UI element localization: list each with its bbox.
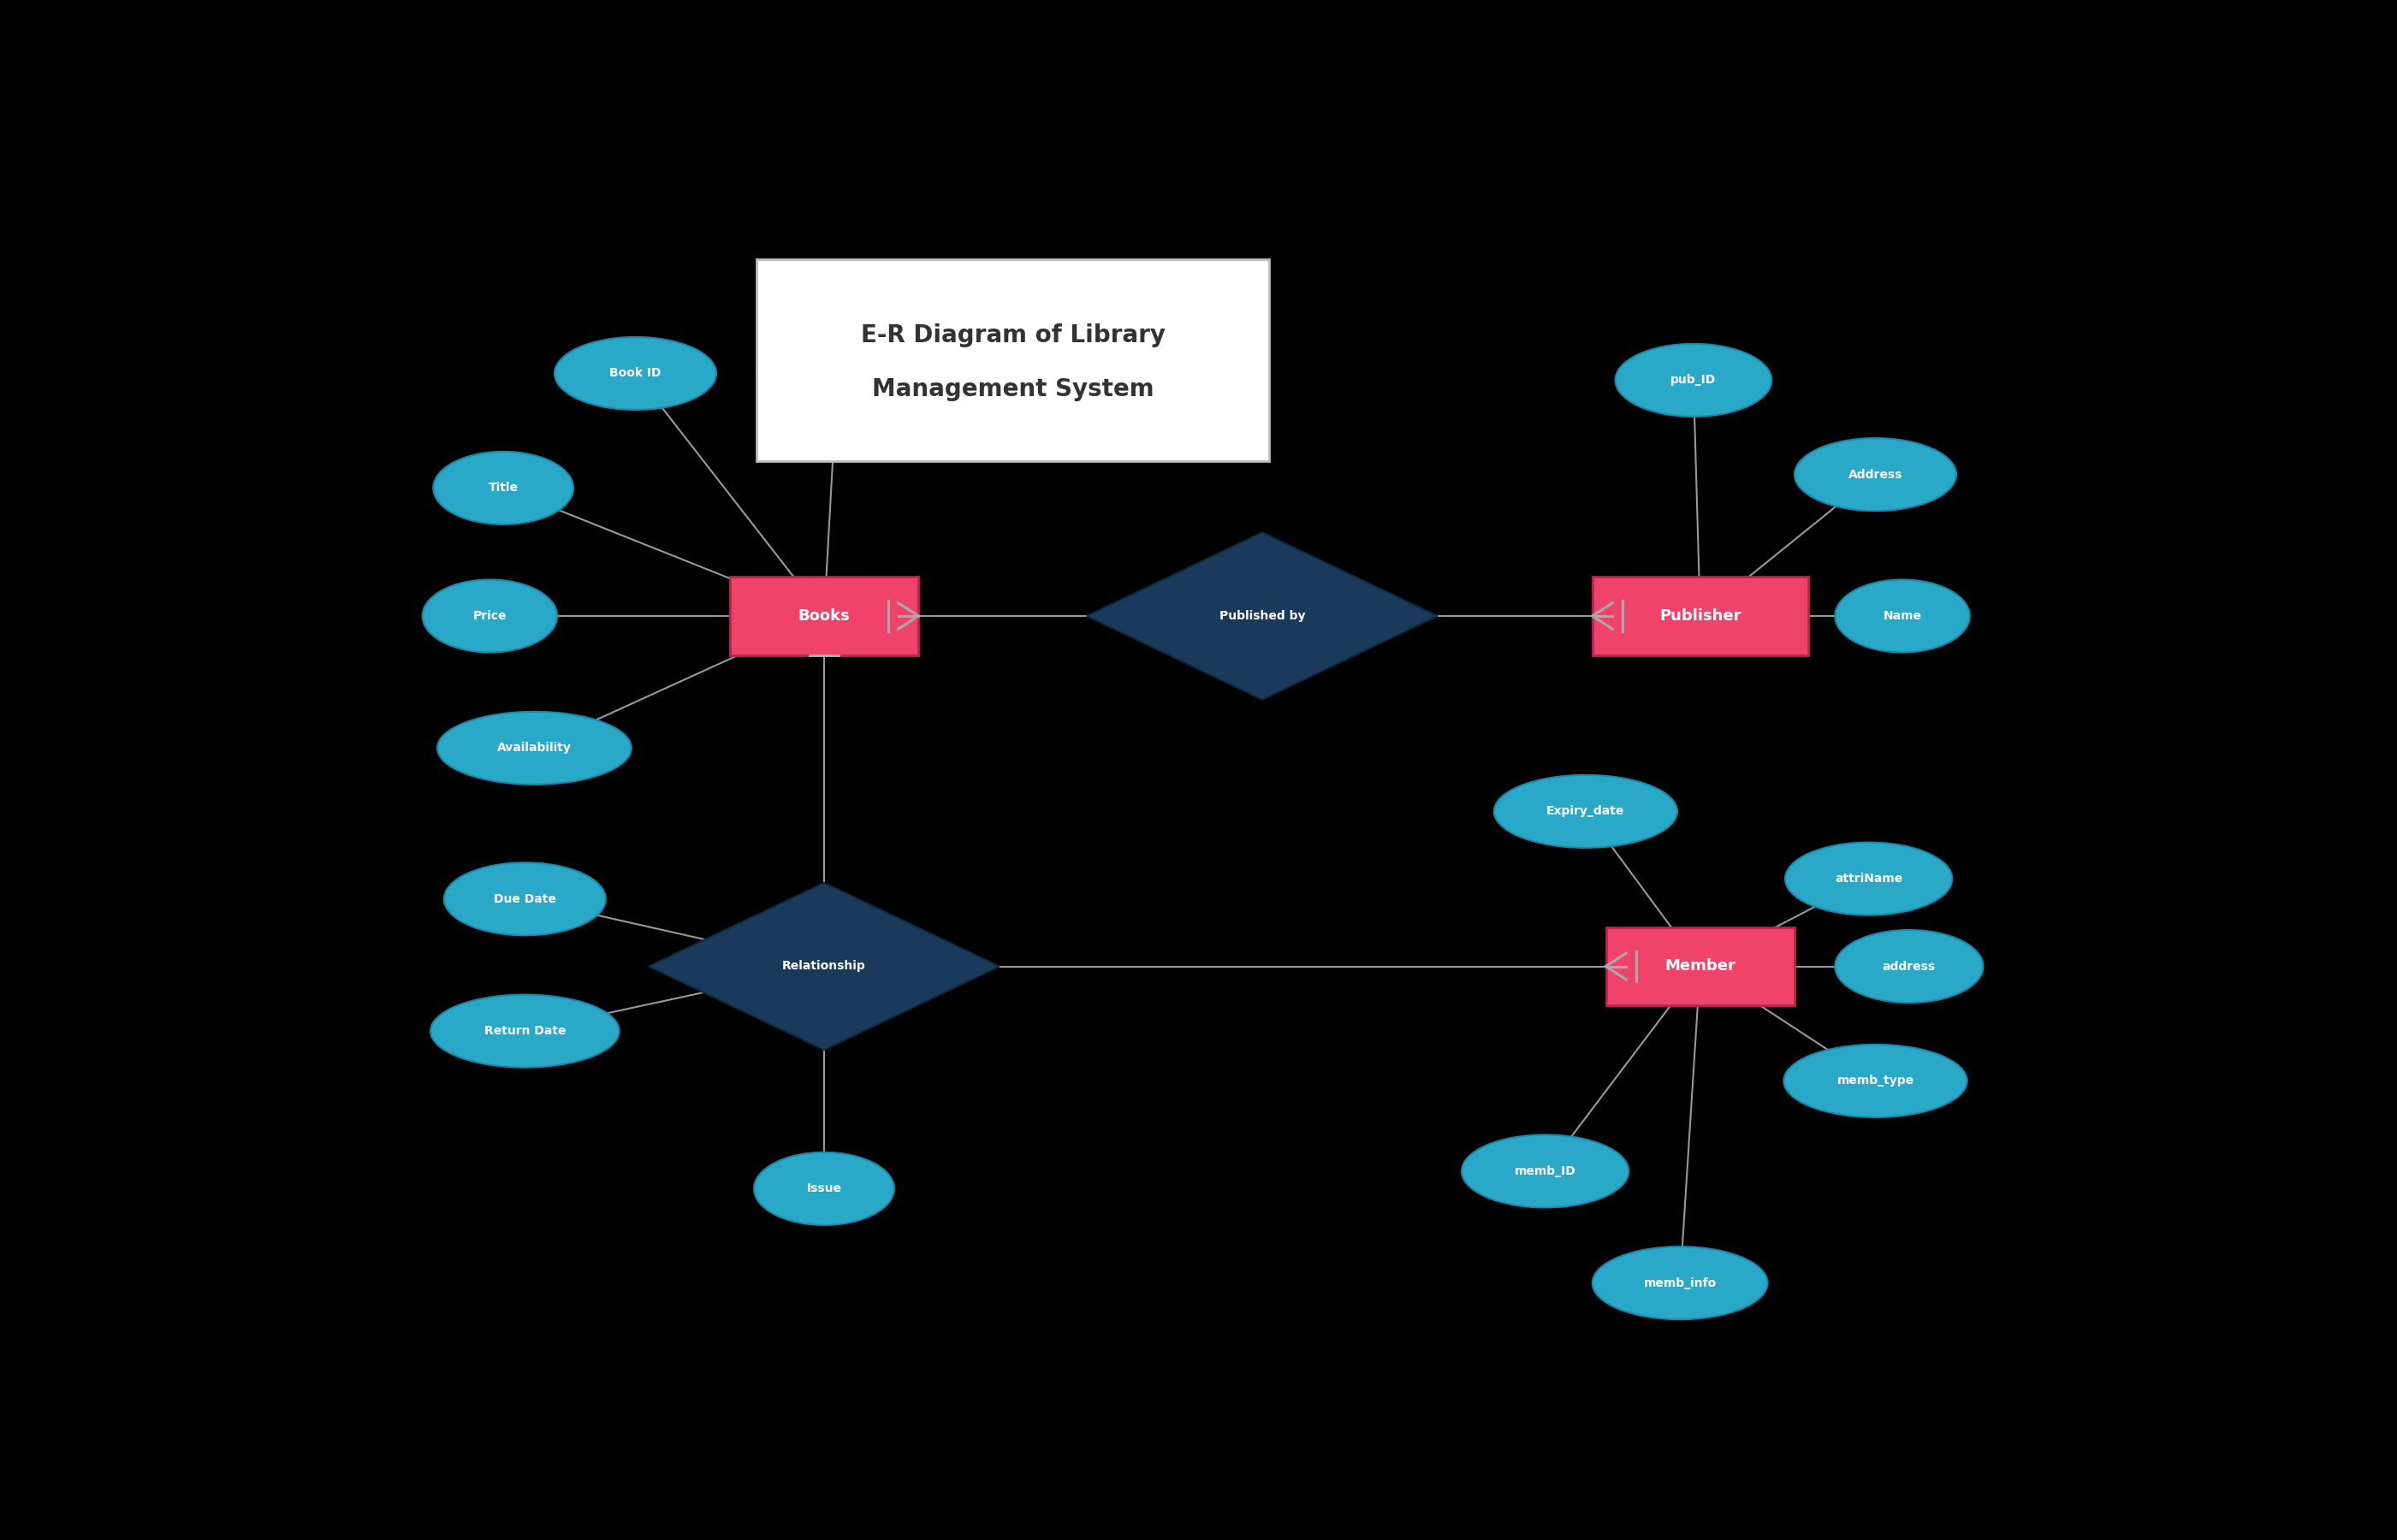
FancyBboxPatch shape xyxy=(1606,927,1795,1006)
Text: Management System: Management System xyxy=(873,377,1153,402)
Text: Published by: Published by xyxy=(1220,610,1304,622)
Text: Publisher: Publisher xyxy=(1659,608,1740,624)
Text: Price: Price xyxy=(472,610,506,622)
Text: Title: Title xyxy=(489,482,518,494)
Text: Availability: Availability xyxy=(496,742,570,755)
Ellipse shape xyxy=(1592,1247,1767,1320)
Text: Due Date: Due Date xyxy=(494,893,556,906)
Ellipse shape xyxy=(1462,1135,1630,1207)
Ellipse shape xyxy=(1836,579,1970,653)
Text: memb_info: memb_info xyxy=(1644,1277,1716,1289)
Text: address: address xyxy=(1882,961,1937,972)
Ellipse shape xyxy=(434,451,573,524)
Text: memb_ID: memb_ID xyxy=(1515,1166,1575,1177)
Text: Member: Member xyxy=(1666,958,1735,975)
FancyBboxPatch shape xyxy=(757,259,1268,460)
Ellipse shape xyxy=(1786,842,1951,915)
Text: E-R Diagram of Library: E-R Diagram of Library xyxy=(861,323,1165,348)
Ellipse shape xyxy=(554,337,717,410)
Text: Issue: Issue xyxy=(805,1183,841,1195)
Ellipse shape xyxy=(1616,343,1771,417)
Ellipse shape xyxy=(1836,930,1982,1003)
Ellipse shape xyxy=(1783,1044,1968,1118)
Polygon shape xyxy=(1086,533,1438,699)
Text: Book ID: Book ID xyxy=(609,368,662,379)
Text: Address: Address xyxy=(1848,468,1903,480)
Text: attriName: attriName xyxy=(1834,873,1903,886)
Text: pub_ID: pub_ID xyxy=(1671,374,1716,387)
Text: Expiry_date: Expiry_date xyxy=(1546,805,1625,818)
Text: Name: Name xyxy=(1884,610,1922,622)
Ellipse shape xyxy=(422,579,556,653)
Text: Relationship: Relationship xyxy=(781,961,865,972)
Ellipse shape xyxy=(1795,437,1956,511)
Ellipse shape xyxy=(436,711,630,784)
Ellipse shape xyxy=(443,862,606,935)
Text: Return Date: Return Date xyxy=(484,1026,566,1036)
FancyBboxPatch shape xyxy=(1592,578,1807,654)
Ellipse shape xyxy=(757,337,918,410)
FancyBboxPatch shape xyxy=(729,578,918,654)
Ellipse shape xyxy=(431,995,618,1067)
Polygon shape xyxy=(650,882,1000,1050)
Text: Author: Author xyxy=(815,368,861,379)
Ellipse shape xyxy=(1493,775,1678,847)
Text: memb_type: memb_type xyxy=(1836,1075,1913,1087)
Text: Books: Books xyxy=(798,608,851,624)
Ellipse shape xyxy=(755,1152,894,1226)
